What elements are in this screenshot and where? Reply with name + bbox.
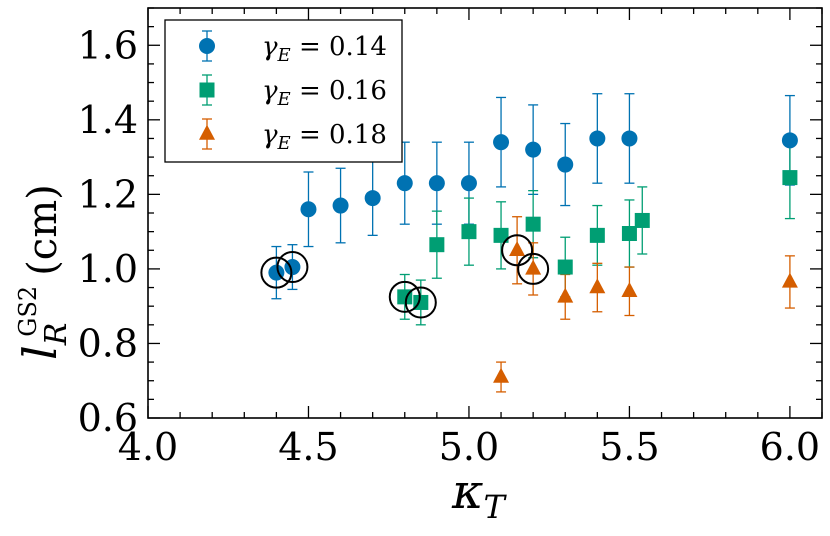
highlight-circle	[388, 280, 421, 313]
data-point	[493, 134, 510, 151]
highlight-circle	[517, 252, 550, 285]
data-point	[634, 212, 650, 228]
x-tick-label: 4.5	[278, 425, 338, 469]
data-point	[781, 132, 798, 149]
legend-marker	[199, 38, 215, 54]
data-point	[428, 175, 445, 192]
y-tick-label: 1.6	[78, 23, 138, 67]
legend-marker	[199, 124, 215, 140]
x-tick-label: 4.0	[118, 425, 178, 469]
x-label-subscript: T	[483, 488, 507, 526]
y-tick-label: 0.8	[78, 321, 138, 365]
data-point	[396, 175, 413, 192]
data-point	[781, 272, 798, 288]
data-point	[557, 287, 574, 303]
data-point	[493, 227, 509, 243]
data-point	[509, 240, 526, 256]
x-tick-label: 5.5	[599, 425, 659, 469]
data-point	[621, 226, 637, 241]
highlight-circle	[260, 256, 293, 289]
legend: γE = 0.14 γE = 0.16 γE = 0.18	[164, 19, 403, 163]
y-tick-label: 1.4	[78, 98, 138, 142]
data-point	[589, 227, 605, 243]
data-point	[621, 281, 638, 297]
x-label-symbol: κ	[451, 464, 483, 520]
axes: 4.0 4.5 5.0 5.5 6.0 0.6 0.8 1.0 1.2 1.4 1.6	[78, 7, 823, 469]
data-point	[429, 237, 445, 253]
y-label-superscript: GS2	[14, 286, 42, 337]
data-point	[364, 190, 381, 207]
data-point	[525, 216, 541, 232]
legend-marker	[199, 82, 215, 98]
data-point	[460, 175, 477, 192]
legend-label: γE = 0.14	[262, 32, 387, 66]
highlight-circle	[276, 251, 309, 284]
x-tick-label: 6.0	[760, 425, 820, 469]
data-point	[525, 259, 542, 275]
data-point	[461, 224, 477, 240]
y-label-unit: (cm)	[20, 184, 66, 276]
y-axis-label: lRGS2 (cm)	[13, 184, 74, 360]
y-tick-label: 0.6	[78, 396, 138, 440]
data-point	[525, 141, 542, 158]
y-tick-label: 1.0	[78, 247, 138, 291]
data-point	[557, 259, 573, 275]
data-point	[621, 130, 638, 147]
legend-label: γE = 0.18	[262, 120, 387, 154]
y-tick-label: 1.2	[78, 172, 138, 216]
y-label-symbol: l	[13, 345, 67, 360]
x-tick-label: 5.0	[439, 425, 499, 469]
data-point	[589, 130, 606, 147]
highlight-circles	[260, 234, 550, 319]
data-point	[557, 156, 574, 173]
data-point	[493, 367, 510, 383]
legend-label: γE = 0.16	[262, 76, 387, 110]
data-point	[782, 170, 798, 186]
highlight-circle	[404, 286, 437, 319]
x-axis-label: κT	[451, 464, 507, 526]
data-point	[589, 278, 606, 294]
data-markers	[268, 130, 798, 383]
data-point	[300, 201, 317, 218]
y-label-subscript: R	[39, 323, 74, 347]
data-point	[332, 197, 349, 214]
highlight-circle	[501, 234, 534, 267]
